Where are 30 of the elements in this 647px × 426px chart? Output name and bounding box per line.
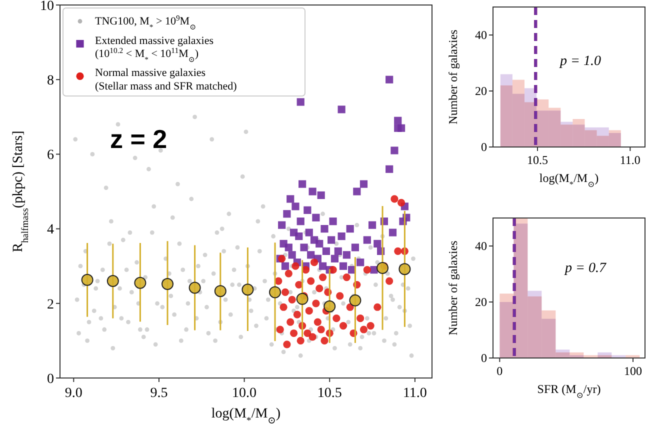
y-tick-label: 2 [47,297,54,312]
y-tick-label: 20 [475,295,487,310]
annotation: z = 2 [110,124,168,154]
x-tick-label: 9.5 [150,386,168,401]
x-tick-label: 100 [624,364,642,378]
x-tick-label: 10.5 [526,153,548,167]
x-tick-label: 11.0 [620,153,640,167]
x-axis-title: log(M$_{*}$/M$_{⊙}$) [211,406,281,426]
y-tick-label: 40 [475,28,487,42]
legend-label: Normal massive galaxies (Stellar mass and SFR matched) [95,67,238,92]
y-axis-title: Number of galaxies [446,29,460,124]
annotation: p = 1.0 [559,54,601,69]
y-tick-label: 8 [47,74,54,88]
y-tick-label: 4 [47,222,54,238]
y-tick-label: 10 [40,0,54,14]
y-tick-label: 20 [475,84,487,98]
x-axis-title: SFR (M$_{⊙}$/yr) [537,382,601,400]
y-axis-title: Number of galaxies [446,240,460,336]
text: Extended massive galaxies (10$^{10.2}$ < M$_{*}$ < 10$^{11}$M$_{⊙}$) [95,34,214,64]
y-tick-label: 0 [481,140,487,154]
y-tick-label: 6 [47,148,54,164]
x-tick-label: 11.0 [402,386,427,401]
x-tick-label: 10.0 [232,386,257,401]
x-tick-label: 10.5 [317,386,342,401]
y-tick-label: 40 [475,239,487,254]
x-tick-label: 9.0 [64,386,82,401]
legend-label: TNG100, M$_{*}$ > 10$^{9}$M$_{⊙}$ [95,13,196,32]
annotation: p = 0.7 [564,261,607,276]
y-tick-label: 0 [481,351,487,366]
x-axis-title: log(M$_{*}$/M$_{⊙}$) [539,171,599,189]
